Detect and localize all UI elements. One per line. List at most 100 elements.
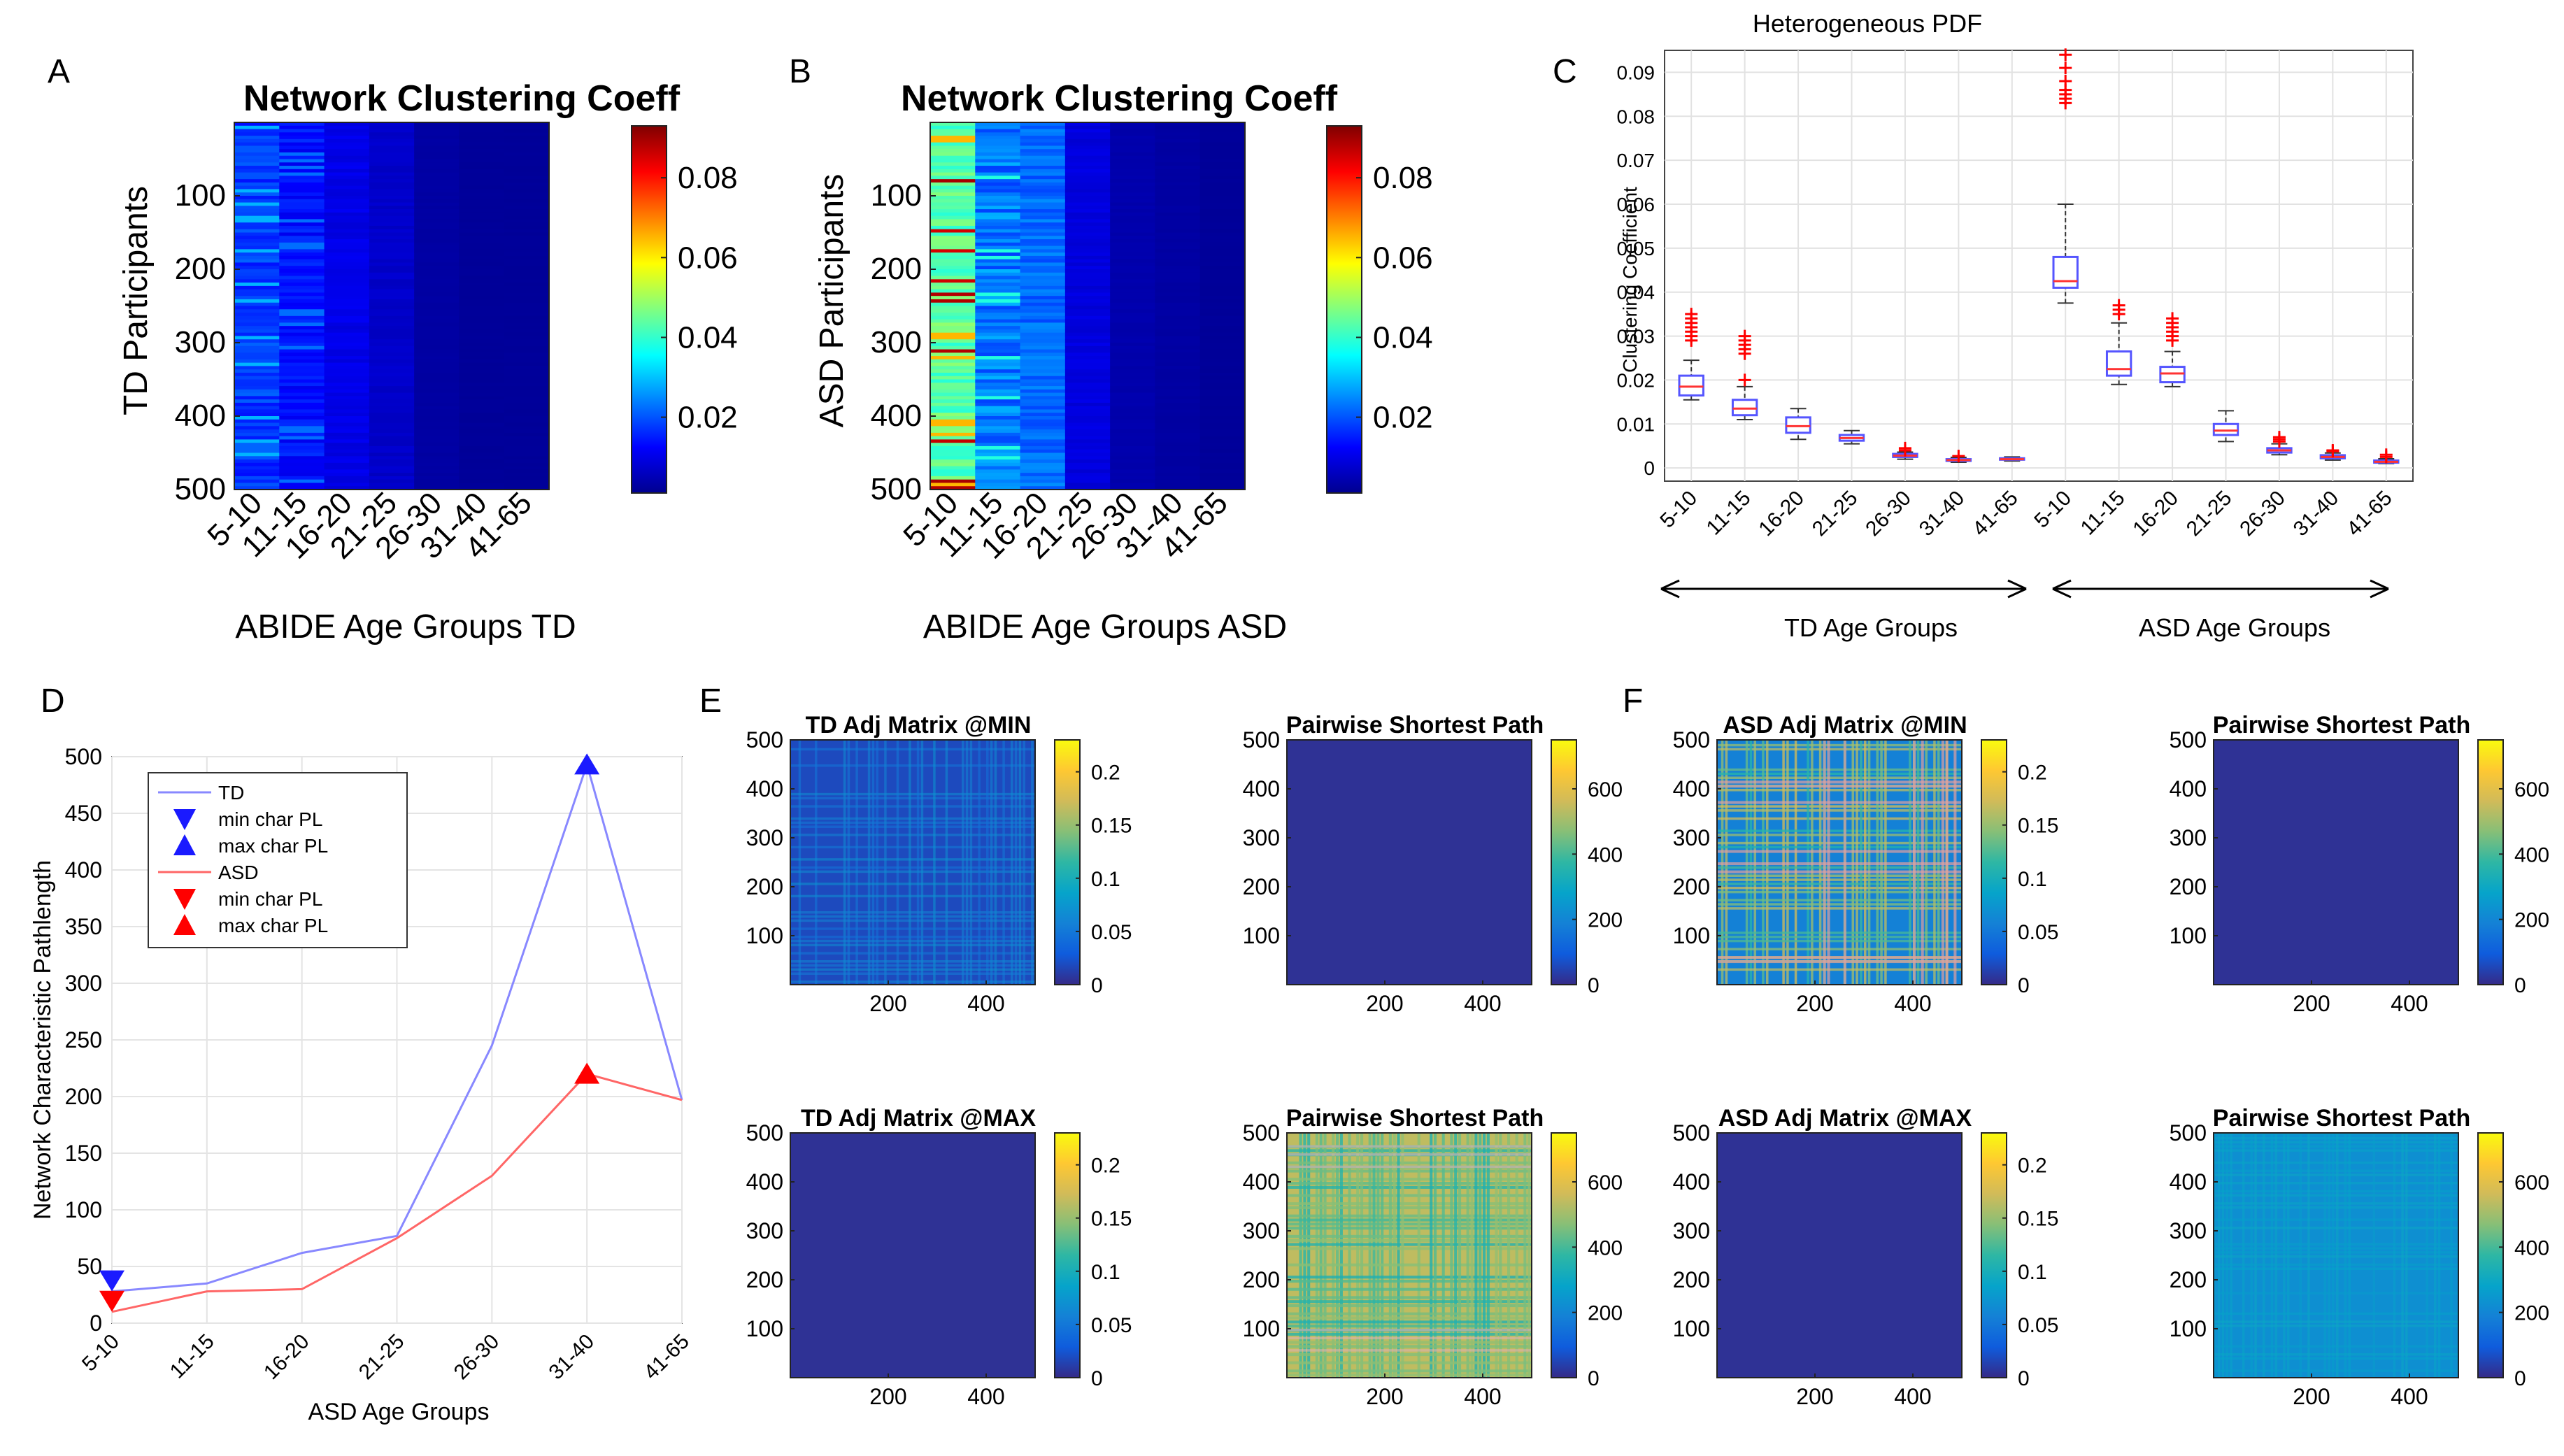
matrix-stripe-v <box>1372 1133 1376 1378</box>
heatmap-cell <box>975 456 1021 460</box>
heatmap-cell <box>1064 179 1111 183</box>
heatmap-cell <box>414 443 460 447</box>
heatmap-cell <box>1110 486 1156 490</box>
heatmap-cell <box>1020 255 1066 260</box>
heatmap-cell <box>369 349 415 353</box>
heatmap-cell <box>975 369 1021 373</box>
matrix-stripe-h <box>1287 1316 1532 1320</box>
heatmap-cell <box>279 413 325 417</box>
heatmap-cell <box>414 279 460 283</box>
heatmap-cell <box>279 206 325 210</box>
asd-arrow-right-head <box>2370 579 2389 599</box>
heatmap-cell <box>279 199 325 204</box>
heatmap-cell <box>324 402 370 407</box>
panel-letter-a: A <box>48 53 70 90</box>
y-tick-label: 100 <box>65 1197 102 1222</box>
colorbar-tick-label: 0.15 <box>1091 815 1132 838</box>
legend-label: max char PL <box>218 915 328 936</box>
heatmap-cell <box>369 262 415 266</box>
heatmap-cell <box>279 292 325 297</box>
heatmap-cell <box>414 419 460 424</box>
heatmap-cell <box>324 276 370 280</box>
heatmap-cell <box>369 392 415 397</box>
heatmap-cell <box>1064 285 1111 290</box>
matrix-stripe-v <box>1336 1133 1339 1378</box>
heatmap-cell <box>504 255 550 260</box>
heatmap-cell <box>1110 255 1156 260</box>
y-tick-label: 100 <box>1243 923 1280 948</box>
heatmap-cell <box>1064 416 1111 420</box>
matrix-stripe-v <box>920 740 924 985</box>
colorbar-tick-label: 0.08 <box>1373 161 1433 195</box>
heatmap-cell <box>930 456 976 460</box>
matrix-stripe-h <box>1287 1369 1532 1373</box>
heatmap-cell <box>324 432 370 437</box>
heatmap-cell <box>1110 229 1156 234</box>
heatmap-cell <box>369 302 415 307</box>
heatmap-cell <box>1155 313 1201 317</box>
heatmap-cell <box>975 125 1021 130</box>
colorbar-tick-label: 400 <box>1588 1236 1623 1259</box>
heatmap-cell <box>930 279 976 283</box>
heatmap-cell <box>1020 366 1066 370</box>
legend-max-marker-swatch <box>173 914 196 935</box>
matrix-stripe-v <box>2450 1133 2453 1378</box>
heatmap-cell <box>459 386 505 390</box>
heatmap-cell <box>1064 396 1111 400</box>
y-tick-label: 200 <box>1243 874 1280 899</box>
heatmap-cell <box>324 422 370 427</box>
heatmap-cell <box>234 259 280 264</box>
heatmap-cell <box>1199 155 1246 160</box>
heatmap-cell <box>414 345 460 350</box>
panel-b-heatmap: Network Clustering Coeff 100200300400500… <box>813 78 1433 645</box>
heatmap-cell <box>324 149 370 153</box>
heatmap-cell <box>975 345 1021 350</box>
matrix-stripe-h <box>790 825 1035 828</box>
matrix-title: ASD Adj Matrix @MIN <box>1723 712 1967 738</box>
heatmap-cell <box>414 199 460 204</box>
heatmap-cell <box>324 132 370 136</box>
heatmap-cell <box>1064 196 1111 200</box>
heatmap-cell <box>234 462 280 467</box>
heatmap-cell <box>324 473 370 477</box>
heatmap-cell <box>234 212 280 217</box>
heatmap-cell <box>975 179 1021 183</box>
heatmap-cell <box>324 166 370 170</box>
colorbar-tick-label: 0.2 <box>1091 762 1120 785</box>
heatmap-cell <box>414 202 460 206</box>
heatmap-cell <box>975 356 1021 360</box>
x-tick-label: 400 <box>2391 991 2428 1016</box>
colorbar-tick-label: 0.04 <box>1373 320 1433 355</box>
colorbar <box>2477 1132 2504 1378</box>
heatmap-cell <box>369 199 415 204</box>
heatmap-cell <box>1155 459 1201 464</box>
heatmap-cell <box>1155 199 1201 204</box>
heatmap-cell <box>1020 225 1066 230</box>
matrix-stripe-h <box>2214 1357 2458 1360</box>
heatmap-cell <box>1110 292 1156 297</box>
heatmap-cell <box>459 199 505 204</box>
heatmap-cell <box>504 459 550 464</box>
heatmap-cell <box>1110 206 1156 210</box>
td-max-marker <box>574 753 600 775</box>
matrix-stripe-h <box>1717 801 1962 804</box>
heatmap-cell <box>324 476 370 480</box>
heatmap-cell <box>234 199 280 204</box>
heatmap-cell <box>1064 289 1111 294</box>
heatmap-cell <box>324 176 370 180</box>
matrix-frame <box>790 739 1036 985</box>
matrix-stripe-h <box>1717 883 1962 885</box>
x-tick-label: 5-10 <box>78 1330 124 1376</box>
heatmap-cell <box>324 313 370 317</box>
heatmap-cell <box>234 289 280 294</box>
heatmap-cell <box>279 449 325 454</box>
heatmap-cell <box>1110 452 1156 457</box>
heatmap-cell <box>504 296 550 300</box>
heatmap-cell <box>234 176 280 180</box>
legend-label: max char PL <box>218 835 328 857</box>
heatmap-cell <box>1020 236 1066 240</box>
y-tick-label: 200 <box>175 252 226 286</box>
heatmap-cell <box>1199 166 1246 170</box>
heatmap-cell <box>369 276 415 280</box>
heatmap-cell <box>930 313 976 317</box>
